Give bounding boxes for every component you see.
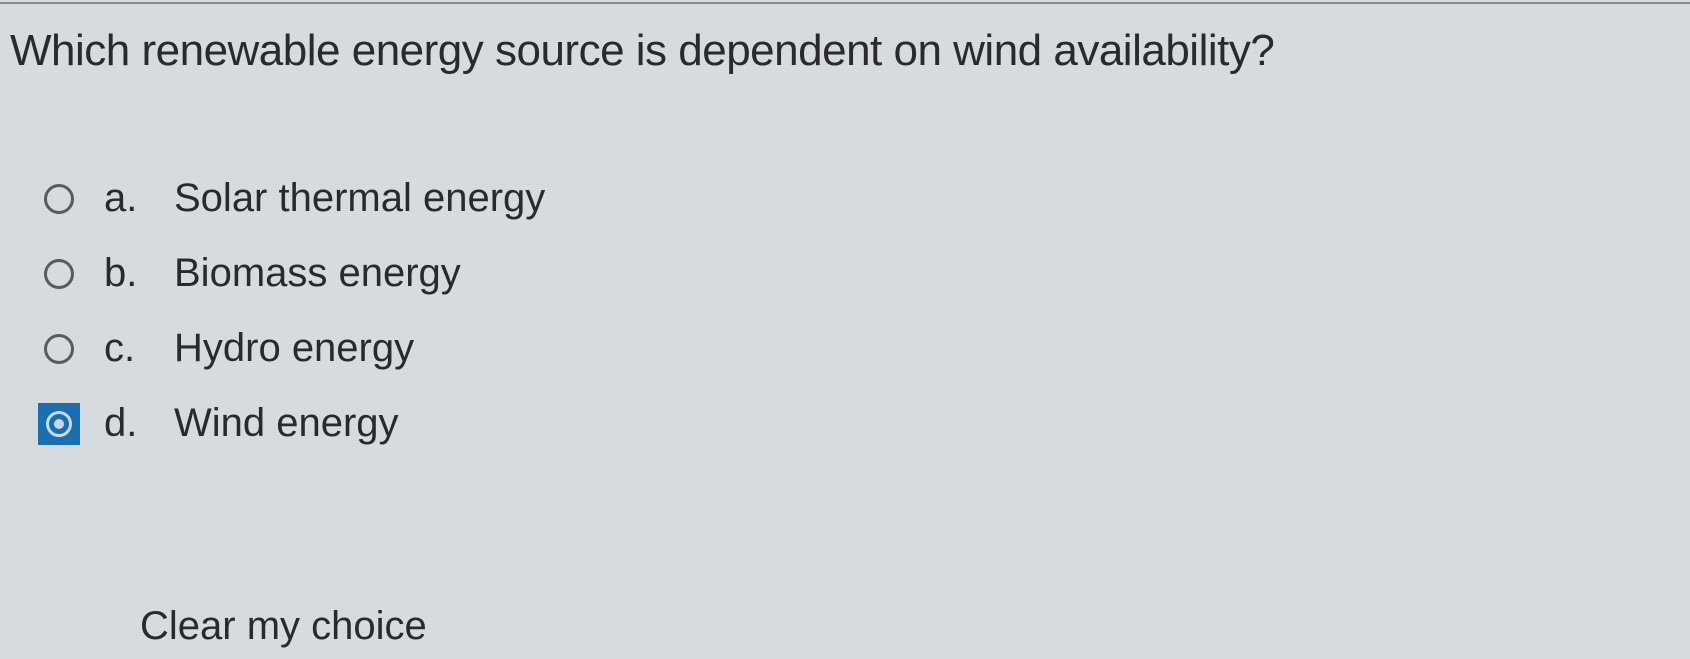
option-d[interactable]: d. Wind energy [42, 401, 545, 446]
radio-selected-icon [46, 411, 72, 437]
option-text: Wind energy [174, 401, 399, 446]
option-text: Solar thermal energy [174, 176, 545, 221]
top-border [0, 2, 1690, 4]
question-text: Which renewable energy source is depende… [10, 26, 1274, 76]
option-letter: b. [104, 251, 164, 296]
option-letter: d. [104, 401, 164, 446]
radio-circle-icon [44, 259, 74, 289]
radio-button-c[interactable] [42, 332, 76, 366]
option-letter: c. [104, 326, 164, 371]
option-a[interactable]: a. Solar thermal energy [42, 176, 545, 221]
radio-button-a[interactable] [42, 182, 76, 216]
radio-button-d-selected[interactable] [38, 403, 80, 445]
clear-choice-link[interactable]: Clear my choice [140, 604, 427, 649]
option-letter: a. [104, 176, 164, 221]
radio-circle-icon [44, 184, 74, 214]
option-b[interactable]: b. Biomass energy [42, 251, 545, 296]
option-text: Hydro energy [174, 326, 414, 371]
radio-button-b[interactable] [42, 257, 76, 291]
options-list: a. Solar thermal energy b. Biomass energ… [42, 176, 545, 476]
radio-dot-icon [54, 419, 64, 429]
radio-circle-icon [44, 334, 74, 364]
option-text: Biomass energy [174, 251, 461, 296]
option-c[interactable]: c. Hydro energy [42, 326, 545, 371]
